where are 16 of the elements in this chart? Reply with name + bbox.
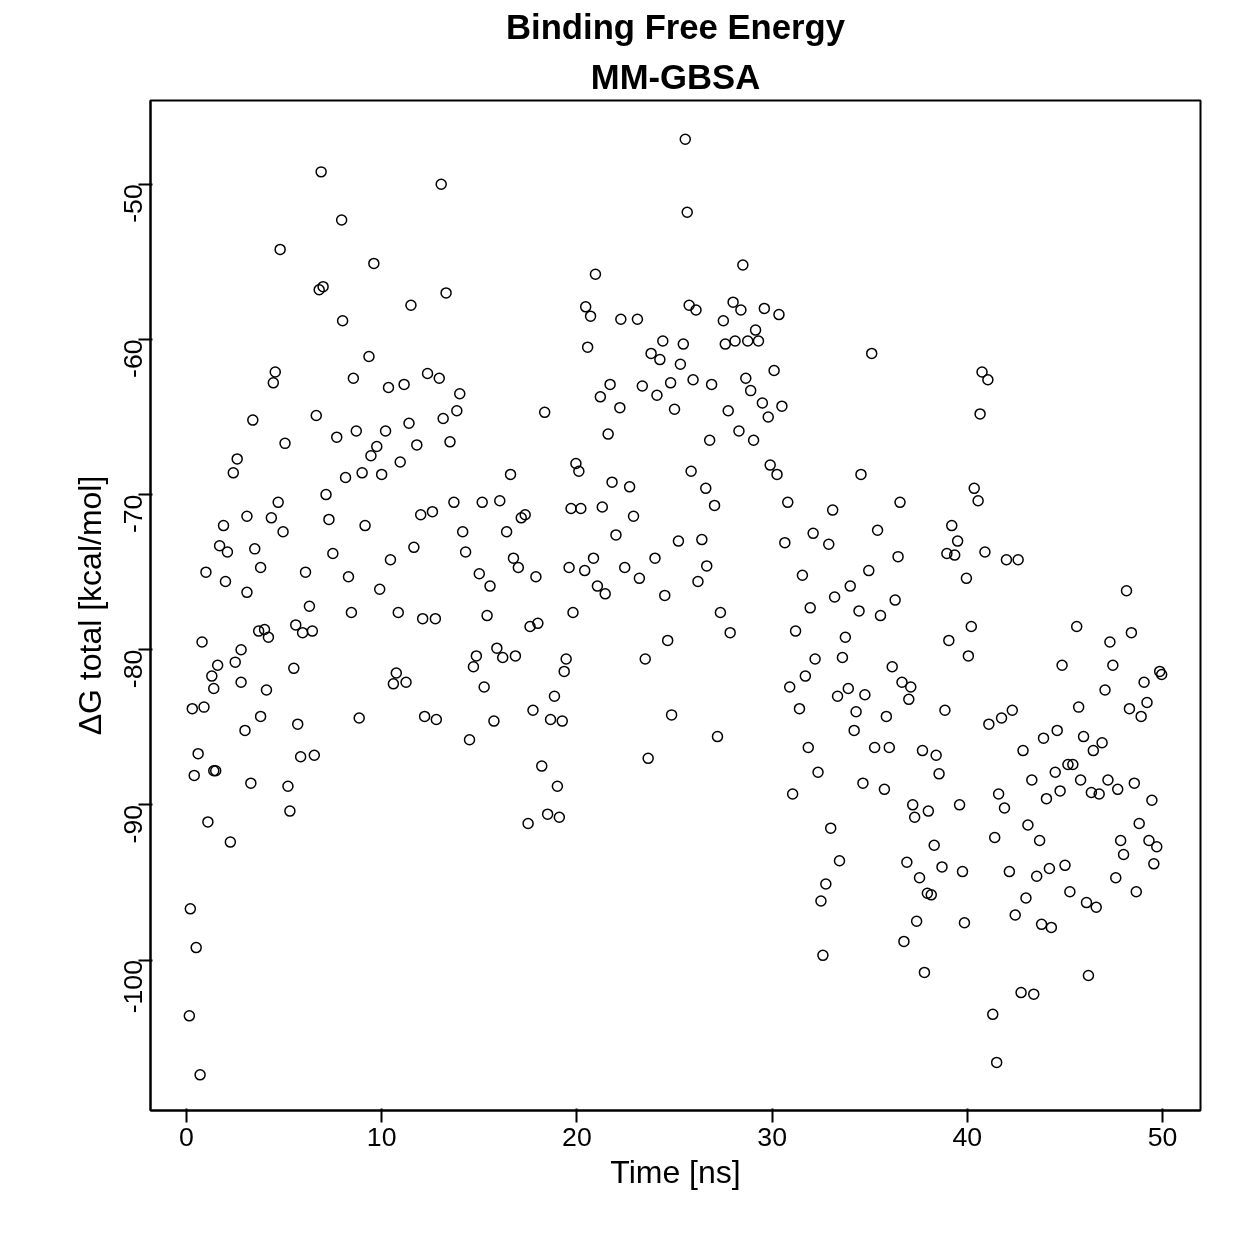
y-tick-label: -80 (118, 649, 149, 689)
chart-title: Binding Free Energy (506, 7, 846, 46)
chart-subtitle: MM-GBSA (590, 57, 761, 96)
x-tick-label: 50 (1147, 1121, 1178, 1152)
x-axis-title: Time [ns] (610, 1153, 741, 1190)
y-tick-label: -50 (118, 184, 149, 223)
x-tick-label: 20 (562, 1121, 592, 1152)
x-tick-label: 40 (952, 1121, 983, 1152)
y-tick-label: -100 (118, 960, 149, 1014)
x-tick-label: 30 (757, 1121, 787, 1152)
y-tick-label: -70 (118, 494, 149, 534)
y-tick-label: -90 (118, 804, 149, 844)
x-tick-label: 0 (179, 1121, 194, 1152)
y-tick-label: -60 (118, 339, 149, 378)
x-tick-label: 10 (366, 1121, 397, 1152)
y-axis-title: ΔG total [kcal/mol] (71, 475, 108, 736)
